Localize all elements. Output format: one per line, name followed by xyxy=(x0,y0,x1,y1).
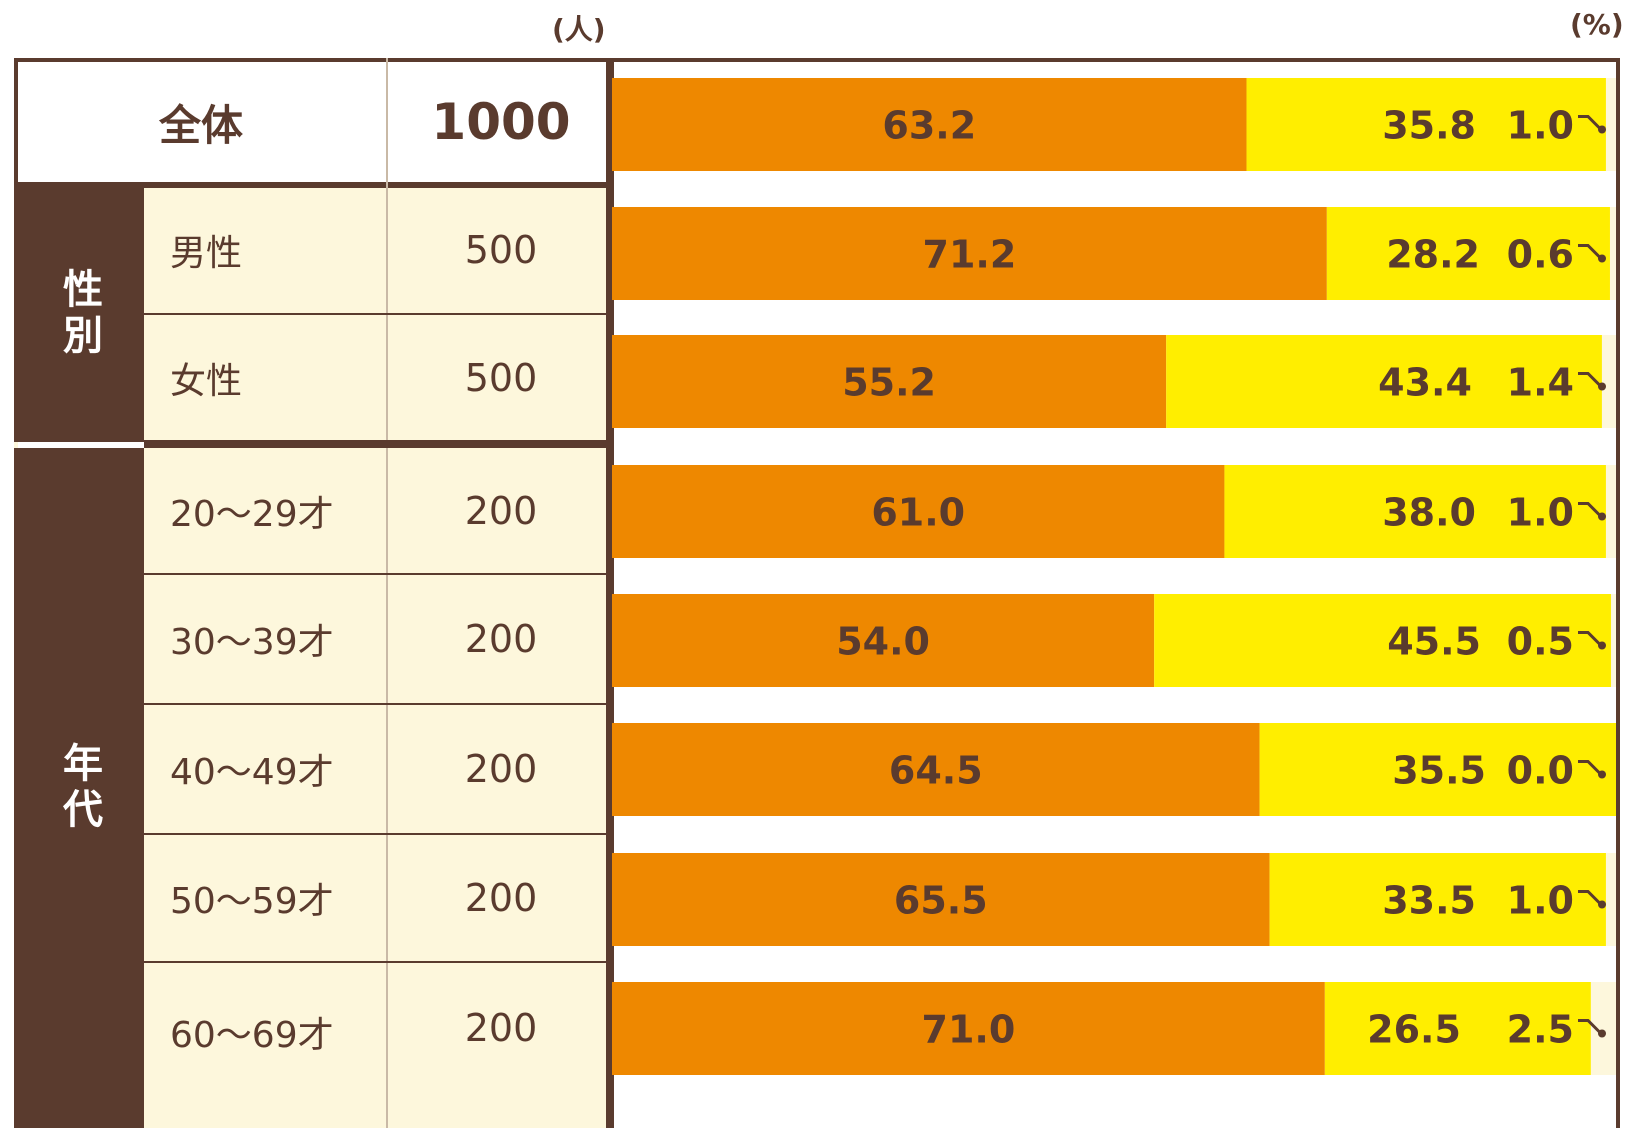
bar-segment-1 xyxy=(612,723,1260,816)
row-label-50s: 50～59才 xyxy=(170,881,334,922)
bar-segment-3 xyxy=(1605,853,1616,946)
unit-people-label: (人) xyxy=(552,13,606,46)
bar-label-2: 33.5 xyxy=(1382,879,1476,923)
leader-dot xyxy=(1598,900,1606,909)
bar-label-2: 28.2 xyxy=(1386,233,1480,277)
bar-label-3: 0.6 xyxy=(1507,233,1574,277)
bar-label-3: 1.4 xyxy=(1507,361,1574,405)
group-label-gender: 性別 xyxy=(14,186,144,442)
bar-segment-3 xyxy=(1605,465,1616,558)
bar-segment-1 xyxy=(612,465,1225,558)
bar-segment-2 xyxy=(1166,335,1602,428)
row-label-20s: 20～29才 xyxy=(170,494,334,535)
table-border-left xyxy=(14,58,18,186)
bar-segment-2 xyxy=(1326,207,1610,300)
row-divider xyxy=(144,313,610,315)
bar-label-2: 26.5 xyxy=(1367,1008,1461,1052)
bar-segment-2 xyxy=(1324,982,1591,1075)
leader-line xyxy=(1578,372,1602,387)
total-n: 1000 xyxy=(431,93,571,151)
stacked-bar-chart: 63.2 35.8 1.0 71.2 28.2 0.6 55.2 43.4 1.4 61.0 38.… xyxy=(612,58,1620,1128)
bar-label-2: 45.5 xyxy=(1387,620,1481,664)
bar-label-3: 2.5 xyxy=(1507,1008,1574,1052)
bar-label-2: 38.0 xyxy=(1382,491,1476,535)
row-n-male: 500 xyxy=(464,228,538,272)
bar-segment-3 xyxy=(1609,207,1616,300)
leader-dot xyxy=(1598,512,1606,521)
leader-line xyxy=(1578,760,1602,775)
leader-line xyxy=(1578,244,1602,259)
bar-label-1: 64.5 xyxy=(889,749,983,793)
bar-label-2: 35.5 xyxy=(1392,749,1486,793)
row-divider xyxy=(144,703,610,705)
bar-label-1: 71.2 xyxy=(923,233,1017,277)
bar-segment-2 xyxy=(1224,465,1606,558)
bar-segment-2 xyxy=(1154,594,1611,687)
bar-label-3: 1.0 xyxy=(1507,879,1574,923)
leader-dot xyxy=(1598,1029,1606,1038)
leader-dot xyxy=(1598,125,1606,134)
total-divider xyxy=(14,182,614,188)
bar-label-3: 1.0 xyxy=(1507,104,1574,148)
bar-segment-1 xyxy=(612,78,1247,171)
table-border-right xyxy=(606,58,614,1128)
row-divider xyxy=(144,833,610,835)
bar-label-2: 43.4 xyxy=(1378,361,1472,405)
row-n-40s: 200 xyxy=(464,747,538,791)
row-n-30s: 200 xyxy=(464,617,538,661)
row-divider xyxy=(144,573,610,575)
row-divider xyxy=(144,961,610,963)
bar-label-2: 35.8 xyxy=(1382,104,1476,148)
row-label-30s: 30～39才 xyxy=(170,622,334,663)
bar-segment-1 xyxy=(612,335,1167,428)
row-label-60s: 60～69才 xyxy=(170,1015,334,1056)
row-n-female: 500 xyxy=(464,356,538,400)
chart-top-border xyxy=(612,58,1620,62)
bar-label-3: 1.0 xyxy=(1507,491,1574,535)
bar-segment-1 xyxy=(612,853,1270,946)
bar-segment-2 xyxy=(1246,78,1606,171)
row-n-60s: 200 xyxy=(464,1006,538,1050)
unit-percent-label: (%) xyxy=(1570,8,1624,41)
bar-label-1: 63.2 xyxy=(882,104,976,148)
leader-dot xyxy=(1598,382,1606,391)
leader-dot xyxy=(1598,641,1606,650)
bar-segment-1 xyxy=(612,207,1327,300)
row-n-50s: 200 xyxy=(464,876,538,920)
bar-segment-1 xyxy=(612,982,1325,1075)
section-divider xyxy=(144,440,610,448)
chart-right-border xyxy=(1616,58,1620,1128)
total-row xyxy=(14,58,614,186)
bar-label-1: 71.0 xyxy=(922,1008,1016,1052)
row-label-40s: 40～49才 xyxy=(170,752,334,793)
bar-label-1: 55.2 xyxy=(842,361,936,405)
leader-line xyxy=(1578,115,1602,130)
bar-label-1: 54.0 xyxy=(836,620,930,664)
bar-segment-2 xyxy=(1259,723,1616,816)
total-label: 全体 xyxy=(158,100,243,150)
group-label-age: 年代 xyxy=(14,448,144,1128)
leader-line xyxy=(1578,502,1602,517)
leader-dot xyxy=(1598,770,1606,779)
leader-line xyxy=(1578,890,1602,905)
bar-label-1: 65.5 xyxy=(894,879,988,923)
bar-segment-3 xyxy=(1605,78,1616,171)
leader-line xyxy=(1578,631,1602,646)
bar-label-3: 0.5 xyxy=(1507,620,1574,664)
bar-segment-3 xyxy=(1601,335,1616,428)
bar-label-3: 0.0 xyxy=(1507,749,1574,793)
leader-dot xyxy=(1598,254,1606,263)
n-column-divider xyxy=(386,58,388,1128)
bar-segment-2 xyxy=(1269,853,1606,946)
bar-segment-3 xyxy=(1610,594,1616,687)
row-n-20s: 200 xyxy=(464,489,538,533)
row-label-female: 女性 xyxy=(170,361,243,402)
bar-label-1: 61.0 xyxy=(871,491,965,535)
row-label-male: 男性 xyxy=(170,233,243,274)
table-border-top xyxy=(14,58,614,62)
respondent-table: 全体 1000 性別 年代 男性 500 女性 500 20～29才 200 3… xyxy=(14,58,614,1128)
group-divider xyxy=(18,442,144,448)
leader-line xyxy=(1578,1019,1602,1034)
bar-segment-1 xyxy=(612,594,1155,687)
